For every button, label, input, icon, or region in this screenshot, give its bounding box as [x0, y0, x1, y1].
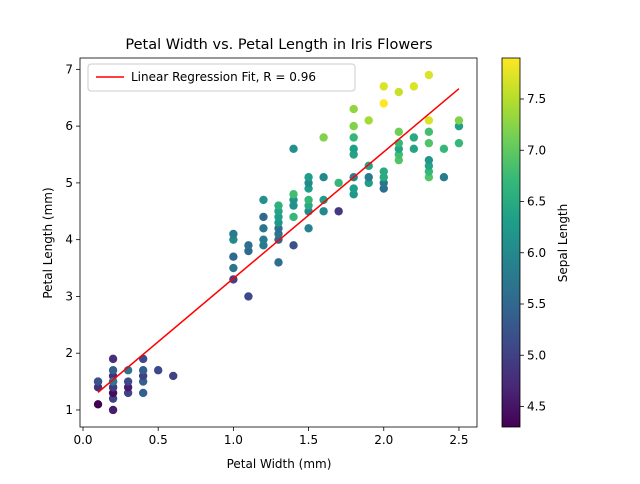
- x-tick-label: 2.5: [449, 433, 468, 447]
- x-tick-label: 0.0: [73, 433, 92, 447]
- data-point: [364, 173, 373, 182]
- data-point: [229, 252, 238, 261]
- colorbar-tick-label: 7.0: [527, 143, 546, 157]
- data-point: [229, 229, 238, 239]
- data-point: [289, 190, 298, 199]
- data-point: [304, 173, 313, 182]
- colorbar-tick-label: 6.0: [527, 246, 546, 260]
- x-tick-label: 1.0: [224, 433, 243, 447]
- colorbar-frame: [501, 57, 521, 428]
- y-tick-label: 7: [65, 62, 73, 76]
- data-point: [454, 116, 464, 125]
- data-point: [138, 388, 148, 398]
- data-point: [93, 377, 103, 386]
- data-point: [439, 173, 449, 182]
- data-point: [259, 235, 268, 244]
- y-tick-label: 5: [65, 176, 73, 190]
- data-point: [409, 82, 419, 91]
- colorbar: [502, 58, 520, 427]
- data-point: [259, 195, 268, 205]
- x-tick-label: 2.0: [374, 433, 393, 447]
- data-point: [93, 400, 103, 409]
- y-tick-label: 4: [65, 233, 73, 247]
- data-point: [289, 241, 298, 250]
- data-point: [229, 263, 238, 273]
- colorbar-label: Sepal Length: [556, 204, 570, 283]
- data-point: [379, 167, 388, 176]
- colorbar-tick-label: 6.5: [527, 195, 546, 209]
- colorbar-tick-label: 5.5: [527, 297, 546, 311]
- data-point: [349, 144, 358, 154]
- data-point: [244, 241, 253, 250]
- colorbar-tick-label: 7.5: [527, 92, 546, 106]
- legend: Linear Regression Fit, R = 0.96: [87, 63, 356, 92]
- x-axis-ticks: 0.0 0.5 1.0 1.5 2.0 2.5: [73, 427, 469, 447]
- data-point: [334, 178, 343, 188]
- data-point: [394, 127, 404, 136]
- y-axis-label: Petal Length (mm): [41, 187, 55, 298]
- x-tick-label: 1.5: [299, 433, 318, 447]
- regression-line: [97, 88, 460, 393]
- data-point: [289, 212, 298, 222]
- data-point: [304, 224, 313, 233]
- x-axis-label: Petal Width (mm): [227, 457, 332, 471]
- data-point: [319, 195, 328, 205]
- legend-label: Linear Regression Fit, R = 0.96: [131, 70, 316, 84]
- data-point: [319, 207, 328, 216]
- data-point: [244, 292, 253, 301]
- colorbar-ticks: 4.5 5.0 5.5 6.0 6.5 7.0 7.5: [520, 92, 546, 414]
- data-point: [409, 133, 419, 142]
- data-point: [454, 138, 464, 148]
- data-point: [274, 258, 283, 267]
- colorbar-tick-label: 4.5: [527, 400, 546, 414]
- y-tick-label: 1: [65, 403, 73, 417]
- x-tick-label: 0.5: [149, 433, 168, 447]
- data-point: [259, 224, 268, 233]
- data-point: [424, 138, 434, 148]
- data-point: [274, 201, 283, 210]
- data-point: [304, 195, 313, 205]
- data-point: [364, 116, 373, 125]
- data-point: [349, 184, 358, 193]
- data-point: [108, 377, 118, 386]
- data-point: [169, 371, 178, 381]
- data-point: [123, 377, 133, 386]
- data-point: [349, 104, 358, 114]
- data-point: [108, 405, 118, 415]
- data-point: [394, 87, 404, 97]
- plot-frame: [79, 57, 478, 428]
- data-point: [349, 121, 358, 131]
- data-point: [424, 155, 434, 165]
- data-point: [334, 207, 343, 216]
- data-point: [138, 366, 148, 375]
- regression-layer: [97, 88, 460, 393]
- chart-title: Petal Width vs. Petal Length in Iris Flo…: [125, 37, 432, 53]
- data-point: [319, 173, 328, 182]
- data-point: [108, 354, 118, 364]
- y-tick-label: 6: [65, 119, 73, 133]
- data-point: [424, 127, 434, 136]
- data-point: [259, 212, 268, 222]
- colorbar-tick-label: 5.0: [527, 348, 546, 362]
- points-layer: [93, 70, 464, 415]
- data-point: [379, 82, 388, 91]
- data-point: [319, 133, 328, 142]
- data-point: [409, 144, 419, 154]
- legend-box: [87, 63, 356, 92]
- data-point: [108, 366, 118, 375]
- data-point: [289, 144, 298, 154]
- data-point: [424, 116, 434, 125]
- y-axis-ticks: 1 2 3 4 5 6 7: [65, 62, 80, 417]
- y-tick-label: 3: [65, 289, 73, 303]
- data-point: [379, 99, 388, 108]
- y-tick-label: 2: [65, 346, 73, 360]
- data-point: [424, 70, 434, 80]
- data-point: [153, 366, 163, 375]
- data-point: [439, 144, 449, 154]
- data-point: [349, 133, 358, 142]
